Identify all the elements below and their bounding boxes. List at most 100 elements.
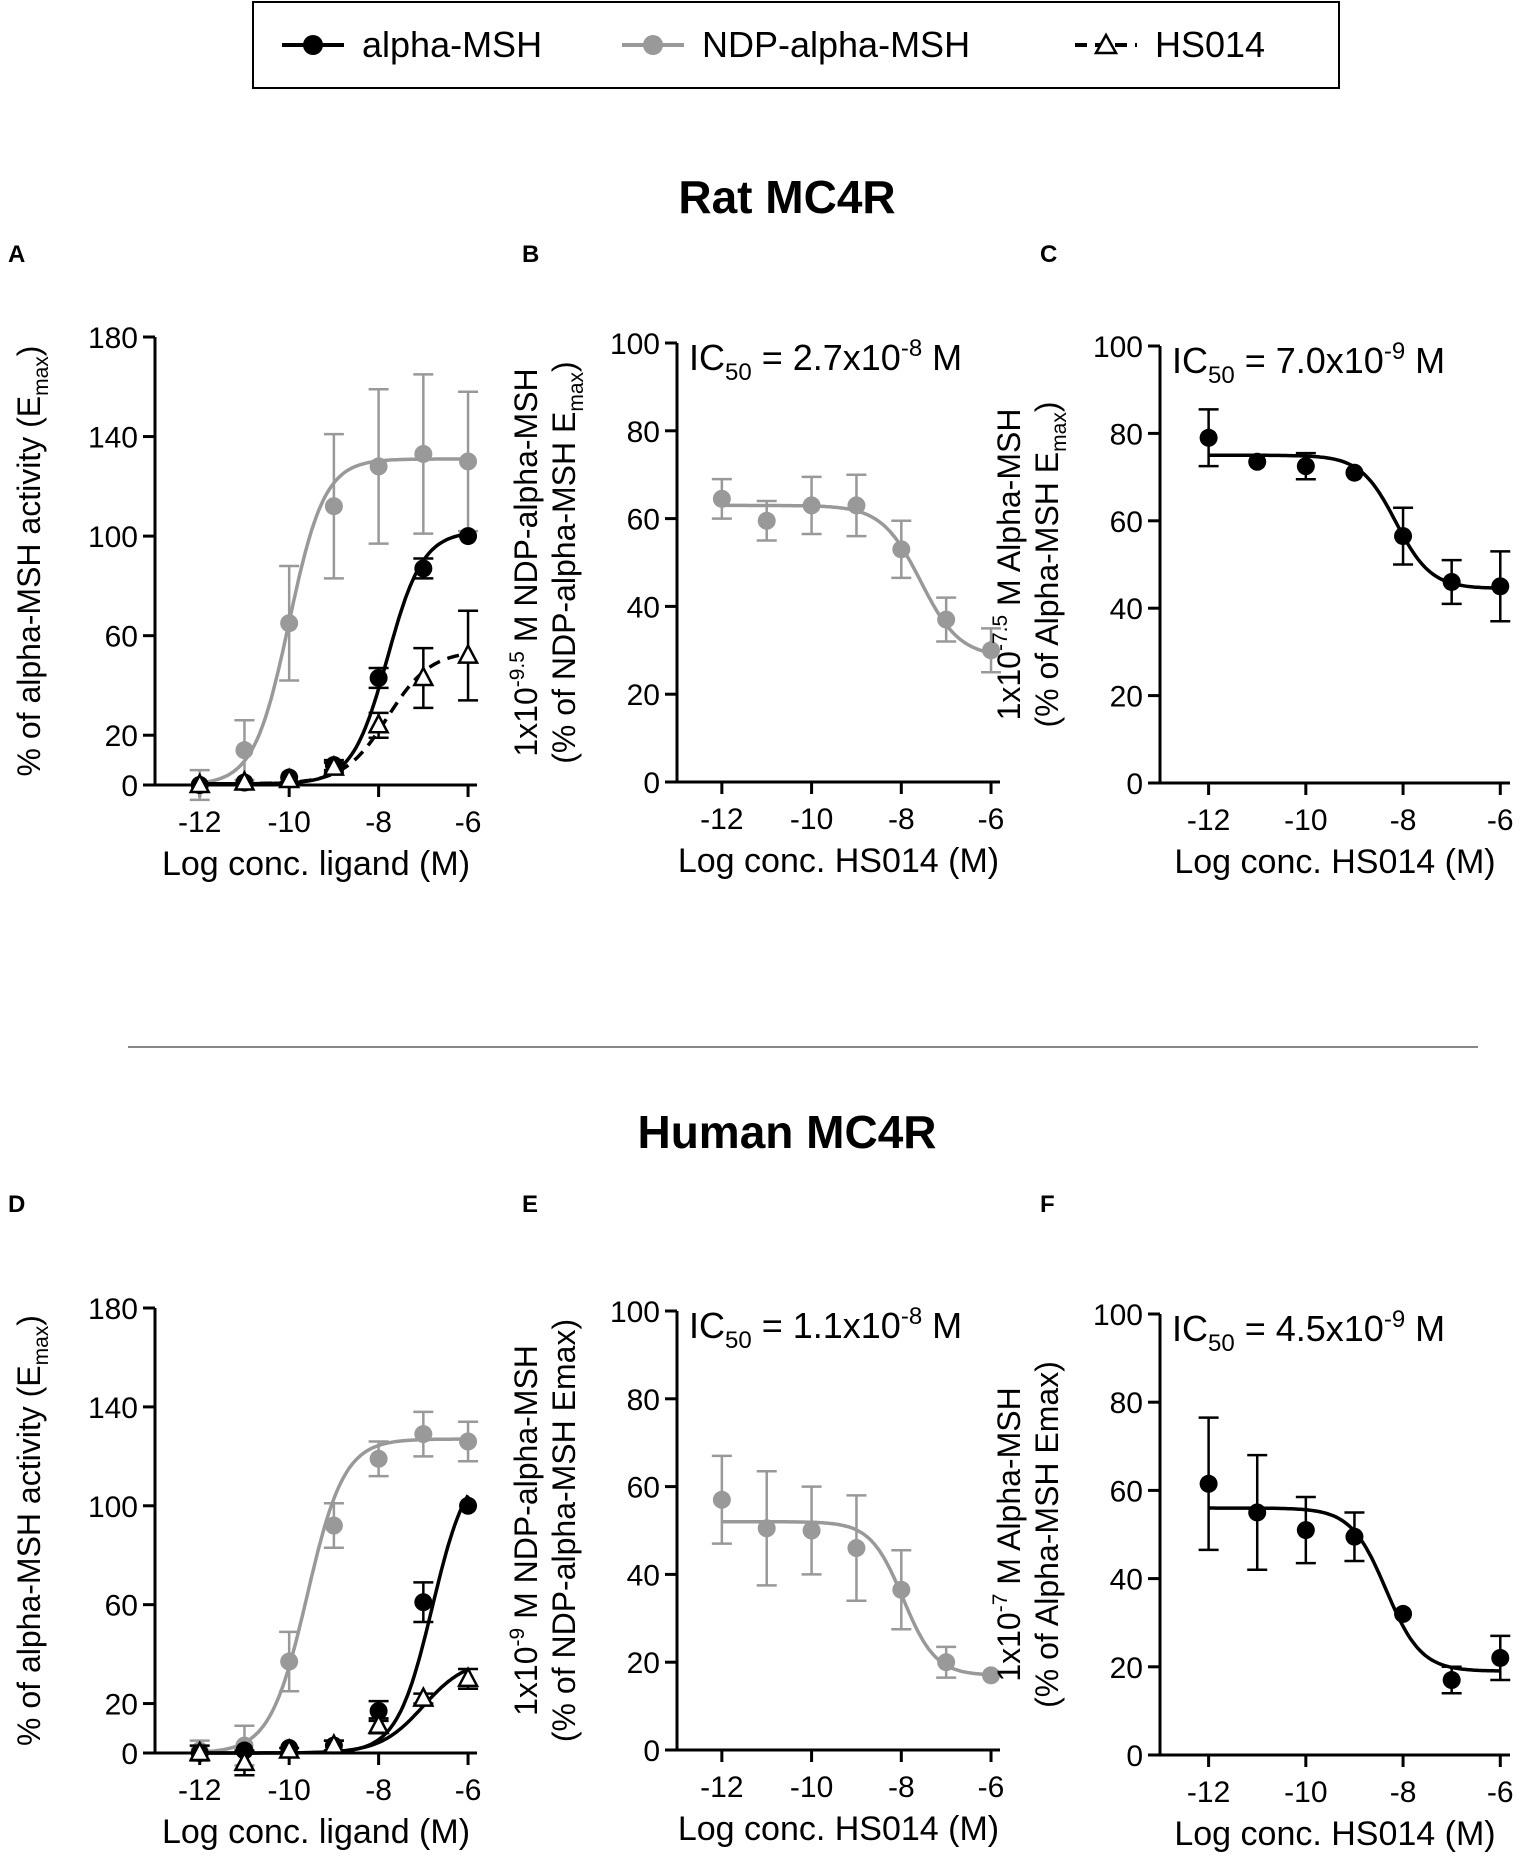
data-point	[847, 496, 866, 515]
data-point	[369, 668, 388, 687]
y-tick-label: 0	[643, 767, 660, 800]
chart-panel-f: 0 20 40 60 80 100 -12 -10 -8 -6 Log conc. HS014 (M…	[989, 1299, 1514, 1853]
rat-section-title: Rat MC4R	[678, 171, 895, 223]
series-alpha-msh	[1198, 1416, 1511, 1695]
data-point	[1394, 527, 1413, 546]
y-tick-label: 0	[121, 770, 138, 803]
data-point	[322, 1732, 345, 1754]
x-tick-label: -12	[1187, 1776, 1230, 1809]
series-ndp-alpha-msh	[189, 1410, 479, 1767]
legend-label: NDP-alpha-MSH	[702, 24, 970, 65]
y-axis-label: (% of NDP-alpha-MSH Emax)	[546, 1319, 582, 1742]
ic50-annotation: IC50 = 2.7x10-8 M	[689, 335, 962, 386]
data-point	[1199, 428, 1218, 447]
data-point	[1394, 1604, 1413, 1623]
panel-label-f: F	[1040, 1191, 1055, 1218]
x-tick-label: -8	[1390, 1776, 1417, 1809]
legend-item: alpha-MSH	[282, 24, 542, 65]
y-tick-label: 60	[105, 621, 138, 654]
y-tick-label: 0	[1126, 1740, 1143, 1773]
human-section-title: Human MC4R	[637, 1106, 936, 1158]
y-tick-label: 20	[627, 679, 660, 712]
y-axis-label: 1x10-7 M Alpha-MSH	[989, 1387, 1027, 1681]
data-point	[1491, 1648, 1510, 1667]
data-point	[278, 1737, 301, 1759]
legend-marker	[643, 35, 663, 55]
y-tick-label: 80	[627, 1384, 660, 1417]
x-tick-label: -6	[1487, 804, 1514, 837]
data-point	[412, 1685, 435, 1707]
y-tick-label: 140	[88, 422, 138, 455]
x-tick-label: -8	[365, 806, 392, 839]
y-tick-label: 100	[88, 1491, 138, 1524]
y-tick-label: 180	[88, 1293, 138, 1326]
data-point	[712, 489, 731, 508]
x-tick-label: -8	[1390, 804, 1417, 837]
y-axis-label: 1x10-9.5 M NDP-alpha-MSH	[506, 368, 544, 756]
legend-marker	[303, 35, 323, 55]
x-axis-label: Log conc. HS014 (M)	[678, 842, 999, 880]
y-axis-label: (% of Alpha-MSH Emax)	[1029, 1361, 1065, 1708]
x-tick-label: -8	[365, 1774, 392, 1807]
data-point	[414, 1425, 433, 1444]
data-point	[367, 712, 390, 734]
series-alpha-msh	[1198, 408, 1511, 623]
x-tick-label: -10	[1284, 1776, 1327, 1809]
data-point	[322, 754, 345, 776]
data-point	[414, 444, 433, 463]
ic50-annotation: IC50 = 4.5x10-9 M	[1172, 1306, 1445, 1357]
x-axis-label: Log conc. HS014 (M)	[1174, 843, 1495, 881]
data-point	[757, 1519, 776, 1538]
data-point	[1491, 577, 1510, 596]
data-point	[459, 452, 478, 471]
legend-item: HS014	[1075, 24, 1265, 65]
y-tick-label: 100	[610, 328, 660, 361]
y-tick-label: 100	[88, 521, 138, 554]
x-tick-label: -6	[455, 806, 482, 839]
data-point	[847, 1539, 866, 1558]
data-point	[937, 610, 956, 629]
x-tick-label: -10	[790, 803, 833, 836]
chart-panel-d: 0 20 60 100 140 180 -12 -10 -8 -6 Log conc. ligand…	[11, 1293, 481, 1851]
x-tick-label: -10	[267, 1774, 310, 1807]
y-tick-label: 20	[1110, 1652, 1143, 1685]
x-axis-label: Log conc. ligand (M)	[162, 845, 470, 883]
data-point	[1442, 1671, 1461, 1690]
ic50-annotation: IC50 = 1.1x10-8 M	[689, 1303, 962, 1354]
data-point	[369, 1701, 388, 1720]
data-point	[1199, 1474, 1218, 1493]
x-tick-label: -10	[267, 806, 310, 839]
y-tick-label: 40	[1110, 1564, 1143, 1597]
data-point	[459, 1432, 478, 1451]
data-point	[1248, 452, 1267, 471]
data-point	[982, 1666, 1001, 1685]
panel-label-d: D	[8, 1191, 25, 1218]
y-tick-label: 80	[1110, 418, 1143, 451]
chart-panel-c: 0 20 40 60 80 100 -12 -10 -8 -6 Log conc. HS014 (M…	[989, 331, 1514, 881]
data-point	[982, 641, 1001, 660]
data-point	[1442, 572, 1461, 591]
data-point	[233, 769, 256, 791]
panel-label-e: E	[522, 1191, 538, 1218]
y-tick-label: 100	[610, 1296, 660, 1329]
data-point	[367, 1713, 390, 1735]
data-point	[459, 527, 478, 546]
x-axis-label: Log conc. ligand (M)	[162, 1813, 470, 1851]
y-tick-label: 20	[105, 720, 138, 753]
panel-label-c: C	[1040, 241, 1057, 268]
data-point	[802, 1521, 821, 1540]
data-point	[412, 665, 435, 687]
data-point	[1345, 1527, 1364, 1546]
x-tick-label: -12	[700, 803, 743, 836]
x-tick-label: -12	[700, 1771, 743, 1804]
data-point	[459, 1496, 478, 1515]
y-tick-label: 60	[627, 504, 660, 537]
data-point	[1345, 463, 1364, 482]
series-ndp-alpha-msh	[189, 373, 479, 802]
data-point	[414, 559, 433, 578]
x-tick-label: -10	[1284, 804, 1327, 837]
legend-frame	[252, 1, 1340, 89]
x-tick-label: -8	[888, 803, 915, 836]
x-tick-label: -12	[1187, 804, 1230, 837]
y-tick-label: 20	[105, 1689, 138, 1722]
